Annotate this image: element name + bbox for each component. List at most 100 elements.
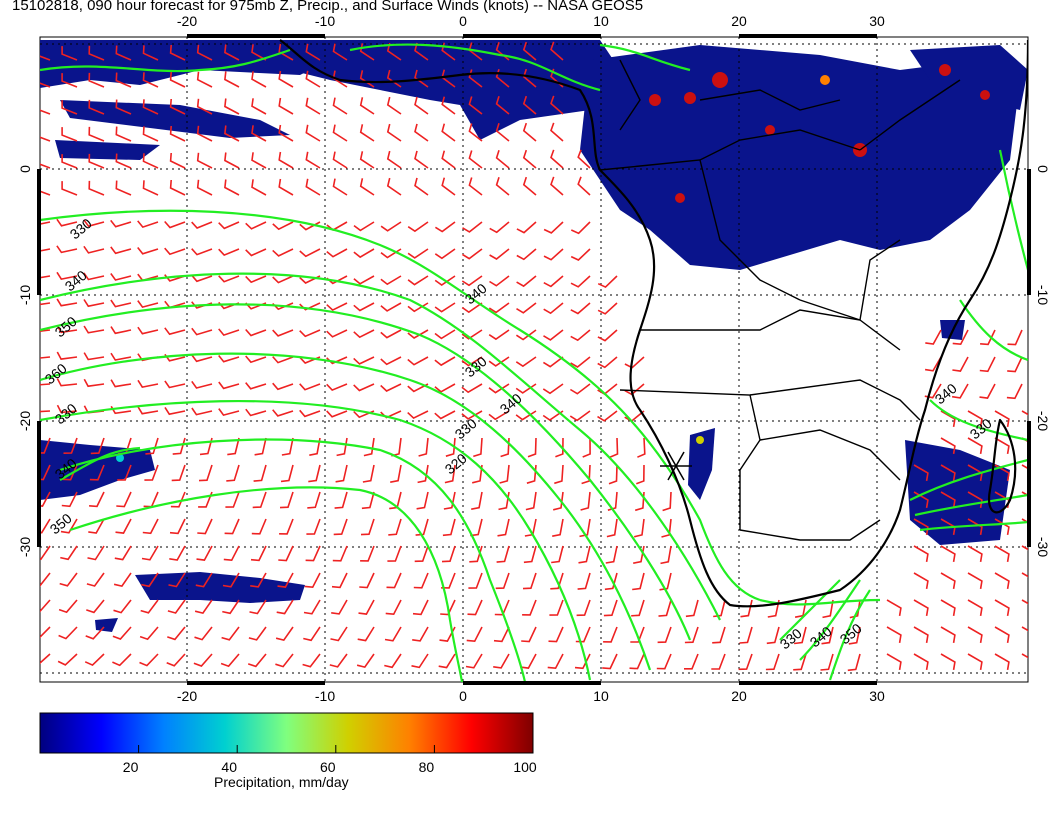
wind-barb: [387, 545, 402, 562]
wind-barb: [309, 437, 321, 456]
wind-barb: [527, 437, 537, 458]
wind-barb: [548, 626, 564, 643]
wind-barb: [164, 220, 186, 229]
wind-barb: [223, 545, 240, 562]
wind-barb: [196, 71, 213, 88]
precip-gulf: [260, 40, 620, 140]
wind-barb: [412, 626, 429, 642]
wind-barb: [609, 437, 619, 458]
wind-barb: [468, 96, 483, 115]
wind-barb: [407, 248, 429, 259]
wind-barb: [224, 44, 240, 61]
wind-barb: [417, 464, 429, 484]
precip-east-africa: [910, 45, 1028, 110]
wind-barb: [414, 545, 429, 563]
wind-barb: [40, 302, 51, 306]
wind-barb: [766, 626, 780, 645]
wind-barb: [980, 329, 996, 346]
wind-barb: [332, 178, 348, 196]
wind-barb: [144, 464, 159, 481]
wind-barb: [167, 626, 186, 641]
precip-core: [939, 64, 951, 76]
wind-barb: [542, 383, 564, 395]
wind-barb: [218, 248, 240, 257]
wind-barb: [577, 176, 591, 196]
wind-barb: [522, 599, 537, 616]
wind-barb: [115, 180, 132, 196]
lat-lon-grid: [40, 37, 1028, 682]
latitude-tick-label: -10: [17, 285, 33, 305]
precip-core: [116, 454, 124, 462]
wind-barb: [631, 599, 645, 617]
wind-barb: [251, 71, 267, 88]
wind-barb: [247, 653, 267, 668]
wind-barb: [278, 151, 294, 169]
wind-barb: [543, 302, 564, 315]
wind-barb: [281, 437, 294, 456]
wind-barb: [329, 653, 348, 668]
wind-barb: [386, 150, 402, 169]
wind-barb: [330, 626, 348, 642]
wind-barb: [359, 70, 375, 88]
wind-barb: [574, 653, 591, 670]
wind-barb: [56, 298, 78, 307]
wind-barb: [380, 356, 402, 366]
precip-core: [980, 90, 990, 100]
wind-barb: [356, 653, 375, 669]
wind-barb: [418, 437, 429, 457]
wind-barb: [40, 248, 51, 252]
wind-barb: [58, 626, 78, 640]
wind-barb: [547, 653, 564, 670]
wind-barb: [793, 653, 807, 671]
precip-core: [765, 125, 775, 135]
wind-barb: [224, 152, 240, 169]
map-title: 15102818, 090 hour forecast for 975mb Z,…: [12, 0, 644, 14]
wind-barb: [597, 329, 618, 342]
wind-barb: [194, 599, 213, 615]
wind-barb: [656, 653, 672, 670]
wind-barb: [252, 491, 267, 509]
wind-barb: [516, 221, 537, 234]
wind-barb: [326, 248, 348, 258]
wind-barb: [516, 302, 537, 314]
wind-barb: [468, 572, 483, 589]
wind-barb: [169, 152, 186, 169]
wind-barb: [145, 437, 159, 455]
wind-barb: [940, 464, 956, 482]
wind-barb: [191, 380, 213, 389]
wind-barb: [462, 221, 483, 233]
wind-barb: [684, 653, 699, 670]
wind-barb: [137, 300, 159, 309]
wind-barb: [250, 572, 267, 588]
wind-barb: [380, 221, 402, 232]
wind-barb: [468, 177, 483, 196]
wind-barb: [254, 437, 267, 456]
wind-barb: [84, 653, 105, 667]
wind-barb: [380, 302, 402, 312]
longitude-tick-label: 0: [459, 688, 467, 704]
latitude-tick-label: -10: [1035, 285, 1051, 305]
precip-band-west: [60, 100, 290, 138]
latitude-tick-label: -20: [17, 411, 33, 431]
wind-barb: [251, 518, 267, 535]
wind-barb: [434, 329, 456, 340]
wind-barb: [336, 437, 348, 457]
wind-barb: [251, 152, 267, 169]
colorbar-tick-label: 100: [513, 759, 537, 775]
wind-barb: [489, 221, 510, 234]
wind-barb: [413, 572, 429, 589]
wind-barb: [543, 248, 564, 261]
wind-barb: [332, 545, 348, 562]
wind-barb: [495, 572, 510, 590]
wind-barb: [279, 491, 294, 509]
wind-barb: [515, 356, 537, 368]
wind-barb: [390, 464, 402, 483]
precip-west-africa: [40, 40, 330, 88]
wind-barb: [994, 572, 1010, 590]
wind-barb: [61, 154, 78, 169]
wind-barb: [226, 464, 240, 482]
wind-barb: [137, 379, 159, 388]
wind-barb: [60, 545, 78, 561]
wind-barb: [222, 572, 240, 588]
wind-barb: [251, 98, 267, 115]
